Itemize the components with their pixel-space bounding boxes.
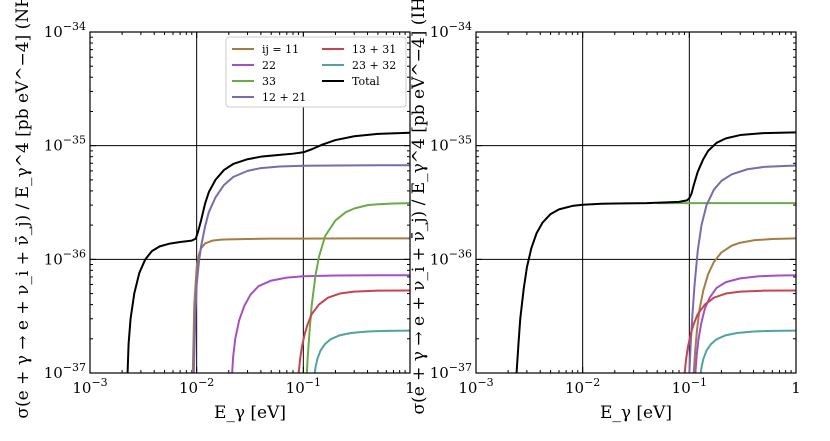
axes-frame (89, 31, 411, 374)
x-tick-label: 1 (405, 379, 415, 397)
series-line-23-32 (699, 329, 796, 373)
y-tick-label: 10−37 (430, 361, 472, 382)
series-line-23-32 (313, 329, 410, 373)
legend-label: ij = 11 (262, 43, 299, 56)
legend-label: 23 + 32 (352, 59, 396, 72)
series-group (515, 131, 796, 373)
legend: ij = 11 22 33 12 + 21 13 + 31 23 + 32 Total (225, 36, 407, 108)
series-line-13-31 (297, 289, 410, 373)
x-tick-label: 1 (791, 379, 801, 397)
series-group (126, 131, 410, 373)
legend-box (225, 36, 407, 108)
y-tick-label: 10−35 (44, 134, 86, 155)
chart-panel-nh: 10−3 10−2 10−1 1 10−37 10−36 10−35 10−34 E_γ [eV… (13, 0, 415, 423)
x-tick-label: 10−1 (672, 376, 707, 397)
x-tick-label: 10−2 (565, 376, 600, 397)
y-tick-label: 10−36 (44, 247, 86, 268)
series-line-12-21 (688, 164, 796, 373)
legend-label: 13 + 31 (352, 43, 396, 56)
legend-label: 12 + 21 (262, 91, 306, 104)
y-tick-label: 10−34 (430, 20, 472, 41)
x-tick-label: 10−2 (179, 376, 214, 397)
series-line-33 (305, 202, 410, 373)
chart-panel-ih: 10−3 10−2 10−1 1 10−37 10−36 10−35 10−34 E_γ [eV… (409, 0, 801, 423)
y-axis-label: σ(e + γ → e + ν_i + ν̄_j) / E_γ^4 [pb eV… (409, 0, 429, 415)
series-line-13-31 (683, 289, 796, 373)
x-tick-label: 10−3 (72, 376, 107, 397)
y-tick-label: 10−37 (44, 361, 86, 382)
series-line-ij-11 (692, 237, 796, 373)
series-line-ij-11 (191, 237, 410, 373)
y-tick-label: 10−34 (44, 20, 86, 41)
x-axis-label: E_γ [eV] (600, 403, 672, 423)
series-line-total (515, 131, 796, 373)
x-tick-label: 10−3 (458, 376, 493, 397)
x-tick-label: 10−1 (286, 376, 321, 397)
series-line-22 (231, 274, 410, 373)
series-line-total (126, 131, 410, 373)
axes-frame (475, 31, 797, 374)
y-tick-label: 10−36 (430, 247, 472, 268)
x-axis-label: E_γ [eV] (214, 403, 286, 423)
y-tick-label: 10−35 (430, 134, 472, 155)
y-axis-label: σ(e + γ → e + ν_i + ν̄_j) / E_γ^4 [pb eV… (13, 0, 33, 419)
series-line-22 (694, 274, 796, 373)
series-line-12-21 (192, 164, 410, 373)
legend-label: 22 (262, 59, 276, 72)
legend-label: 33 (262, 75, 276, 88)
legend-label: Total (352, 75, 380, 88)
